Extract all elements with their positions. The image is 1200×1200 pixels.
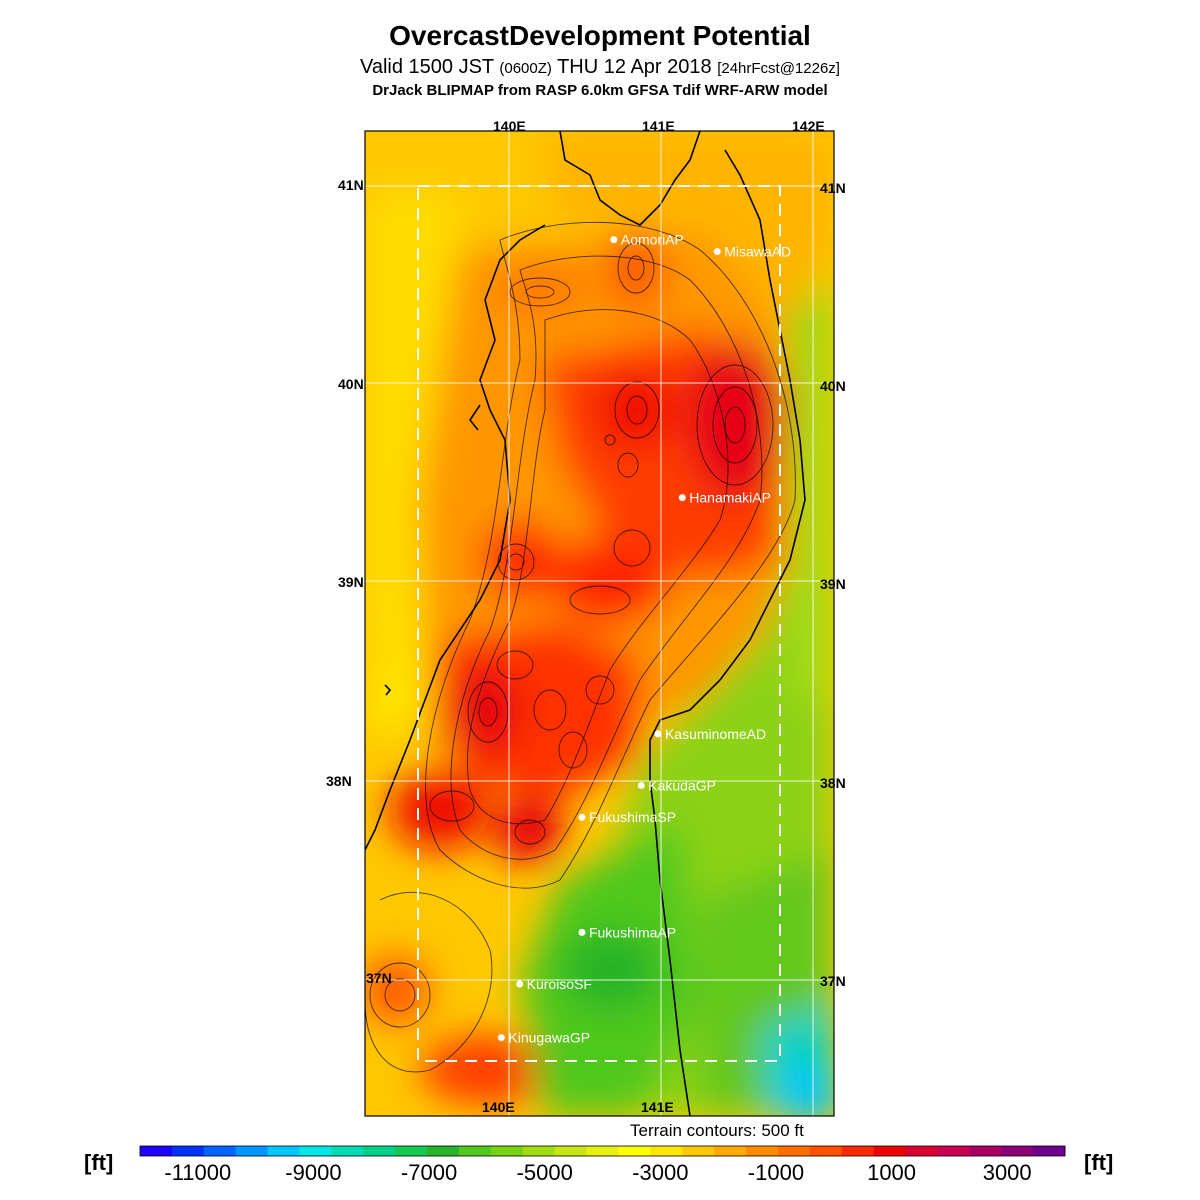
lat-label-left-37n: 37N — [366, 970, 392, 986]
colorbar-swatch — [841, 1146, 875, 1156]
colorbar-tick-label: -1000 — [747, 1160, 805, 1185]
colorbar-swatch — [1001, 1146, 1034, 1156]
station-label: KinugawaGP — [508, 1030, 590, 1046]
station-label: KasuminomeAD — [665, 726, 766, 742]
colorbar-swatch — [873, 1146, 907, 1156]
lon-label-bottom-141e: 141E — [641, 1099, 674, 1115]
colorbar-swatch — [171, 1146, 205, 1156]
colorbar-tick-label: -7000 — [400, 1160, 458, 1185]
station-marker — [713, 248, 721, 256]
station-marker — [497, 1034, 505, 1042]
colorbar-swatch — [650, 1146, 683, 1156]
colorbar-swatch — [235, 1146, 269, 1156]
colorbar-unit-left: [ft] — [84, 1150, 114, 1175]
lat-label-right-38n: 38N — [820, 775, 846, 791]
lat-label-left-40n: 40N — [338, 376, 364, 392]
station-marker — [578, 928, 586, 936]
colorbar-swatch — [458, 1146, 492, 1156]
coastline — [365, 131, 806, 1116]
station-label: KuroisoSF — [527, 976, 592, 992]
colorbar-swatch — [969, 1146, 1002, 1156]
colorbar-swatch — [427, 1146, 460, 1156]
colorbar-swatch — [363, 1146, 396, 1156]
colorbar-swatch — [809, 1146, 843, 1156]
lat-label-right-40n: 40N — [820, 378, 846, 394]
colorbar-swatch — [937, 1146, 970, 1156]
terrain-contour-note: Terrain contours: 500 ft — [630, 1121, 804, 1140]
colorbar-tick-label: -9000 — [285, 1160, 342, 1185]
station-marker — [578, 813, 586, 821]
lat-label-right-37n: 37N — [820, 973, 846, 989]
station-label: FukushimaSP — [589, 809, 676, 825]
lat-label-left-41n: 41N — [338, 177, 364, 193]
colorbar-tick-label: -3000 — [632, 1160, 689, 1185]
station-marker — [516, 980, 524, 988]
forecast-info: [24hrFcst@1226z] — [717, 60, 840, 77]
terrain-contours — [365, 221, 796, 1073]
map-frame — [364, 130, 835, 1117]
colorbar-swatch — [554, 1146, 588, 1156]
valid-date: THU 12 Apr 2018 — [557, 56, 712, 78]
colorbar-swatch — [395, 1146, 428, 1156]
colorbar-swatch — [586, 1146, 619, 1156]
colorbar-swatch — [905, 1146, 938, 1156]
colorbar-swatch — [267, 1146, 300, 1156]
colorbar-swatch — [299, 1146, 332, 1156]
colorbar-swatch — [140, 1146, 173, 1156]
lat-label-left-38n: 38N — [326, 773, 352, 789]
station-label: MisawaAD — [724, 244, 791, 260]
colorbar-swatch — [618, 1146, 651, 1156]
station-marker — [610, 236, 618, 244]
colorbar-frame — [139, 1145, 1066, 1157]
colorbar-swatch — [682, 1146, 715, 1156]
lat-label-right-41n: 41N — [820, 180, 846, 196]
lon-label-top-142e: 142E — [792, 118, 825, 134]
colorbar-unit-right: [ft] — [1084, 1150, 1114, 1175]
station-label: KakudaGP — [648, 777, 716, 793]
valid-time: Valid 1500 JST (0600Z) THU 12 Apr 2018 [… — [0, 56, 1200, 79]
colorbar-swatch — [522, 1146, 556, 1156]
colorbar-swatch — [1033, 1146, 1066, 1156]
colorbar-swatch — [746, 1146, 779, 1156]
colorbar — [139, 1145, 1066, 1157]
colorbar-swatch — [490, 1146, 524, 1156]
lat-label-right-39n: 39N — [820, 576, 846, 592]
map-title: OvercastDevelopment Potential — [389, 20, 811, 51]
colorbar-tick-label: -11000 — [164, 1160, 232, 1185]
colorbar-swatch — [203, 1146, 237, 1156]
field-layer — [365, 131, 834, 1116]
colorbar-swatch — [331, 1146, 364, 1156]
station-label: FukushimaAP — [589, 924, 676, 940]
valid-label: Valid 1500 JST — [360, 56, 494, 78]
colorbar-tick-label: -5000 — [516, 1160, 573, 1185]
colorbar-tick-label: 3000 — [982, 1160, 1032, 1185]
colorbar-swatch — [777, 1146, 811, 1156]
colorbar-swatch — [714, 1146, 747, 1156]
model-description: DrJack BLIPMAP from RASP 6.0km GFSA Tdif… — [372, 82, 828, 99]
colorbar-tick-label: 1000 — [867, 1160, 917, 1185]
lon-label-top-141e: 141E — [642, 118, 675, 134]
station-marker — [654, 730, 662, 738]
station-label: AomoriAP — [621, 232, 684, 248]
lat-label-left-39n: 39N — [338, 574, 364, 590]
station-marker — [637, 781, 645, 789]
lon-label-bottom-140e: 140E — [482, 1099, 515, 1115]
station-marker — [678, 494, 686, 502]
station-label: HanamakiAP — [689, 490, 771, 506]
station-layer: AomoriAP MisawaAD HanamakiAP KasuminomeAD Ka… — [497, 232, 791, 1046]
utc-time: (0600Z) — [499, 60, 552, 77]
domain-boundary — [417, 185, 781, 1062]
lon-label-top-140e: 140E — [493, 118, 526, 134]
